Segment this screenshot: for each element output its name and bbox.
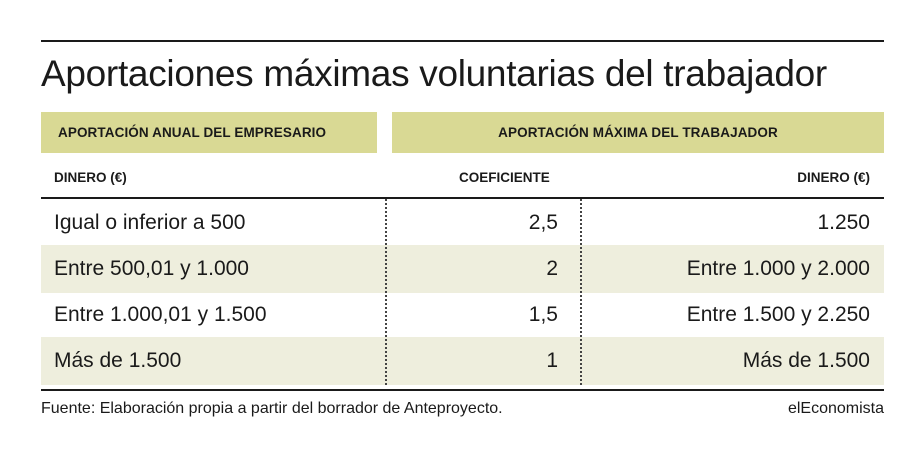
cell-trabajador: Entre 1.000 y 2.000	[686, 257, 870, 280]
table-row: Igual o inferior a 500 2,5 1.250	[41, 199, 884, 247]
cell-coeficiente: 1,5	[528, 303, 558, 326]
column-header-dinero-empresario: DINERO (€)	[54, 170, 127, 185]
column-divider	[385, 199, 387, 385]
header-empresario: APORTACIÓN ANUAL DEL EMPRESARIO	[41, 112, 377, 153]
cell-empresario: Igual o inferior a 500	[54, 211, 246, 234]
brand-credit: elEconomista	[787, 400, 884, 417]
header-trabajador: APORTACIÓN MÁXIMA DEL TRABAJADOR	[392, 112, 884, 153]
table-row: Más de 1.500 1 Más de 1.500	[41, 337, 884, 385]
cell-trabajador: 1.250	[817, 211, 870, 234]
cell-coeficiente: 1	[546, 349, 558, 372]
cell-trabajador: Más de 1.500	[742, 349, 870, 372]
cell-trabajador: Entre 1.500 y 2.250	[686, 303, 870, 326]
cell-coeficiente: 2	[546, 257, 558, 280]
table-row: Entre 1.000,01 y 1.500 1,5 Entre 1.500 y…	[41, 291, 884, 339]
chart-title: Aportaciones máximas voluntarias del tra…	[41, 53, 827, 94]
column-divider	[580, 199, 582, 385]
bottom-rule	[41, 389, 884, 391]
source-note: Fuente: Elaboración propia a partir del …	[41, 400, 503, 417]
column-header-coeficiente: COEFICIENTE	[459, 170, 550, 185]
cell-empresario: Entre 1.000,01 y 1.500	[54, 303, 267, 326]
column-header-dinero-trabajador: DINERO (€)	[797, 170, 870, 185]
cell-empresario: Más de 1.500	[54, 349, 182, 372]
subheader-rule	[41, 197, 884, 199]
cell-empresario: Entre 500,01 y 1.000	[54, 257, 249, 280]
cell-coeficiente: 2,5	[528, 211, 558, 234]
top-rule	[41, 40, 884, 42]
table-row: Entre 500,01 y 1.000 2 Entre 1.000 y 2.0…	[41, 245, 884, 293]
